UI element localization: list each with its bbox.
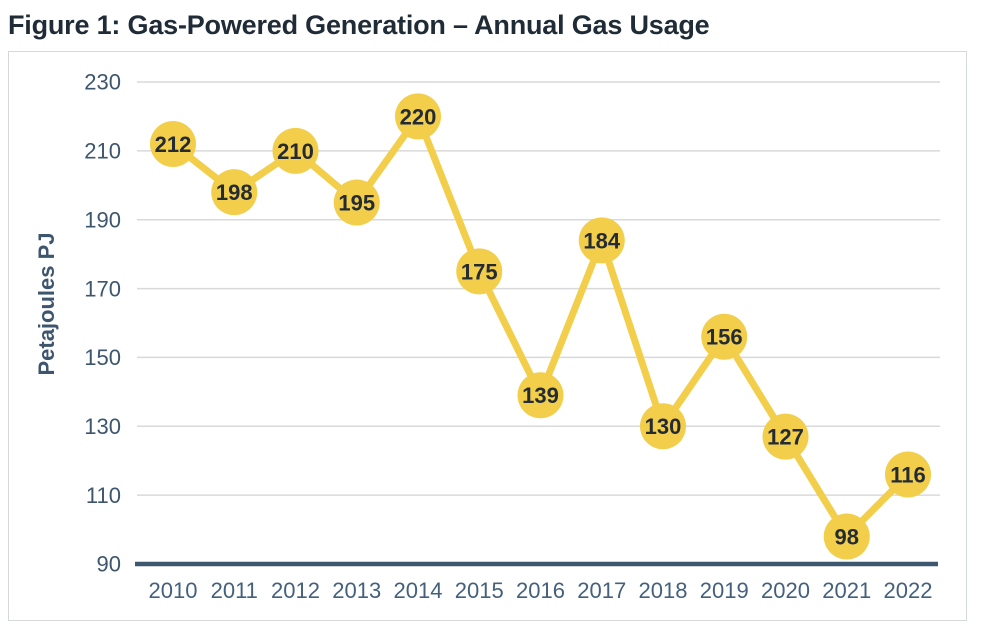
x-tick-label: 2011 bbox=[211, 578, 258, 603]
data-point-value: 139 bbox=[522, 383, 559, 408]
series-line bbox=[169, 112, 912, 540]
data-point-value: 116 bbox=[890, 462, 926, 487]
y-tick-label: 170 bbox=[84, 276, 121, 301]
data-point-marker bbox=[456, 248, 503, 295]
x-tick-label: 2013 bbox=[332, 578, 381, 603]
data-point-value: 198 bbox=[216, 180, 253, 205]
data-point-marker bbox=[395, 93, 441, 140]
x-tick-label: 2017 bbox=[577, 578, 626, 603]
data-point-marker bbox=[578, 217, 625, 264]
data-point-marker bbox=[762, 413, 809, 460]
x-tick-label: 2010 bbox=[149, 578, 198, 603]
data-point-value: 130 bbox=[645, 414, 682, 439]
data-point-marker bbox=[211, 169, 258, 216]
data-point-value: 220 bbox=[400, 104, 437, 129]
x-tick-label: 2012 bbox=[271, 578, 320, 603]
data-point-marker bbox=[333, 179, 380, 226]
x-tick-label: 2022 bbox=[884, 578, 933, 603]
x-tick-label: 2015 bbox=[455, 578, 504, 603]
x-tick-label: 2016 bbox=[516, 578, 565, 603]
data-point-value: 98 bbox=[835, 524, 859, 549]
data-point-value: 175 bbox=[461, 259, 498, 284]
y-tick-label: 130 bbox=[84, 414, 121, 439]
data-point-value: 210 bbox=[277, 139, 314, 164]
chart-frame: 90 110 130 150 170 190 210 230 212 2010 198 2011 210… bbox=[8, 51, 967, 621]
data-point-marker bbox=[885, 451, 931, 498]
data-point-marker bbox=[150, 120, 196, 167]
data-point-marker bbox=[517, 372, 564, 419]
y-axis-title: Petajoules PJ bbox=[34, 232, 59, 375]
data-point-value: 212 bbox=[155, 132, 192, 157]
figure-title: Figure 1: Gas-Powered Generation – Annua… bbox=[8, 10, 710, 40]
y-tick-label: 230 bbox=[84, 70, 121, 95]
y-tick-label: 90 bbox=[97, 552, 121, 577]
x-tick-label: 2021 bbox=[822, 578, 871, 603]
data-point-marker bbox=[823, 513, 870, 560]
y-tick-label: 150 bbox=[84, 345, 121, 370]
data-point-value: 195 bbox=[338, 190, 375, 215]
data-point-value: 156 bbox=[706, 325, 743, 350]
data-point-marker bbox=[272, 127, 319, 174]
data-point-marker bbox=[701, 313, 748, 360]
x-tick-label: 2019 bbox=[700, 578, 749, 603]
x-tick-label: 2014 bbox=[394, 578, 443, 603]
data-point-value: 127 bbox=[767, 425, 804, 450]
x-tick-label: 2018 bbox=[639, 578, 688, 603]
x-tick-label: 2020 bbox=[761, 578, 810, 603]
data-point-value: 184 bbox=[583, 228, 620, 253]
y-tick-label: 110 bbox=[86, 483, 121, 508]
y-tick-label: 210 bbox=[84, 139, 121, 164]
line-chart-svg: 90 110 130 150 170 190 210 230 212 2010 198 2011 210… bbox=[34, 70, 940, 603]
y-tick-label: 190 bbox=[84, 207, 121, 232]
data-point-marker bbox=[640, 403, 686, 450]
